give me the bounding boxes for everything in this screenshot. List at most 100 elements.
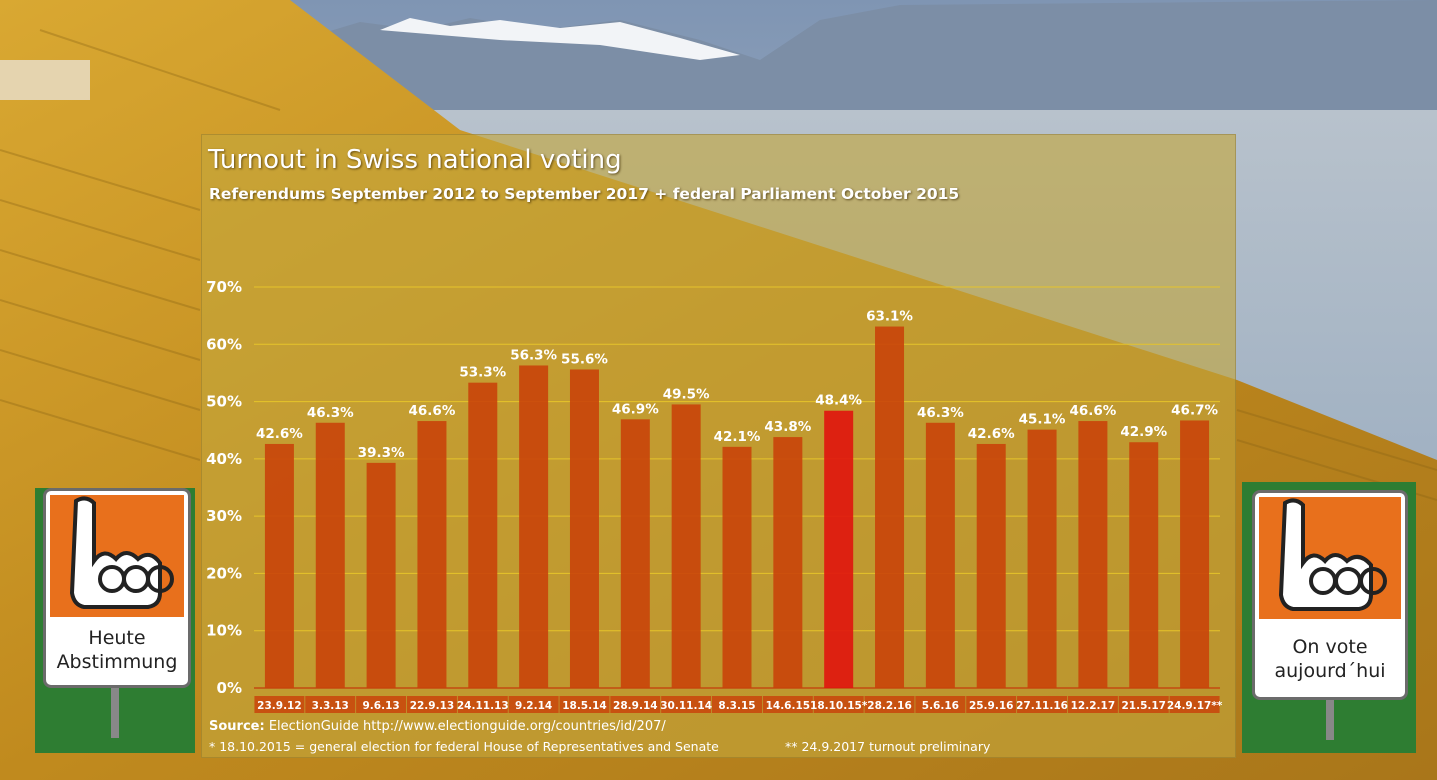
bar — [519, 365, 549, 688]
data-label: 53.3% — [459, 365, 506, 381]
x-tick-background — [1169, 696, 1220, 713]
y-tick-label: 30% — [206, 507, 242, 525]
source-label: Source: — [209, 719, 265, 734]
x-tick-label: 18.5.14 — [562, 700, 607, 712]
footnote-preliminary: ** 24.9.2017 turnout preliminary — [785, 739, 991, 754]
x-tick-label: 28.2.16 — [867, 700, 912, 712]
y-tick-label: 40% — [206, 450, 242, 468]
x-tick-label: 28.9.14 — [613, 700, 658, 712]
x-tick-background — [712, 696, 762, 713]
source-line: Source: ElectionGuide http://www.electio… — [209, 719, 666, 734]
footnote-election: * 18.10.2015 = general election for fede… — [209, 739, 719, 754]
sign-line-2: Abstimmung — [56, 651, 178, 673]
x-tick-background — [508, 696, 559, 713]
x-tick-label: 3.3.13 — [312, 700, 349, 712]
x-tick-background — [305, 696, 356, 713]
bar — [1129, 442, 1159, 688]
x-tick-background — [610, 696, 661, 713]
x-tick-label: 24.9.17** — [1167, 700, 1223, 712]
bar — [1027, 429, 1057, 688]
x-tick-label: 14.6.15 — [766, 700, 811, 712]
chart-subtitle: Referendums September 2012 to September … — [209, 185, 960, 203]
bar-chart: 0% 10% 20% 30% 40% 50% 60% 70% 42.6% 23.9.12 46.3%… — [206, 278, 1223, 713]
x-tick-label: 9.2.14 — [515, 700, 552, 712]
data-label: 46.7% — [1171, 402, 1218, 418]
bar — [976, 443, 1006, 688]
y-tick-label: 70% — [206, 278, 242, 296]
bar — [875, 326, 905, 688]
sign-post — [1326, 700, 1334, 740]
bar — [671, 404, 701, 688]
data-label: 46.6% — [1069, 403, 1116, 419]
bar — [773, 437, 803, 688]
data-label: 55.6% — [561, 351, 608, 367]
data-label: 42.6% — [256, 426, 303, 442]
data-label: 45.1% — [1019, 412, 1066, 428]
x-tick-label: 27.11.16 — [1016, 700, 1068, 712]
x-tick-label: 23.9.12 — [257, 700, 302, 712]
x-tick-background — [254, 696, 305, 713]
data-label: 63.1% — [866, 309, 913, 325]
data-label: 43.8% — [764, 419, 811, 435]
bar — [1078, 421, 1108, 688]
bar — [315, 422, 345, 688]
data-label: 39.3% — [358, 445, 405, 461]
chart-panel: 0% 10% 20% 30% 40% 50% 60% 70% 42.6% 23.9.12 46.3%… — [201, 134, 1236, 758]
bar — [569, 369, 599, 688]
x-tick-background — [1017, 696, 1068, 713]
x-tick-background — [1067, 696, 1118, 713]
x-tick-background — [661, 696, 712, 713]
bar — [366, 462, 396, 688]
x-tick-label: 21.5.17 — [1121, 700, 1166, 712]
x-tick-background — [813, 696, 864, 713]
bar — [468, 382, 498, 688]
x-tick-background — [966, 696, 1017, 713]
bar — [1180, 420, 1210, 688]
data-label: 48.4% — [815, 393, 862, 409]
x-tick-label: 5.6.16 — [922, 700, 959, 712]
data-label: 46.3% — [307, 405, 354, 421]
sign-line-1: Heute — [88, 627, 146, 649]
x-tick-background — [406, 696, 457, 713]
sign-post — [111, 688, 119, 738]
y-tick-label: 50% — [206, 393, 242, 411]
x-tick-background — [864, 696, 915, 713]
pointing-hand-icon — [50, 495, 184, 617]
data-label: 46.6% — [409, 403, 456, 419]
x-tick-label: 30.11.14 — [660, 700, 712, 712]
sign-board: On vote aujourd´hui — [1252, 490, 1408, 700]
sign-board: Heute Abstimmung — [43, 488, 191, 688]
pointing-hand-icon — [1259, 497, 1401, 619]
x-tick-background — [559, 696, 610, 713]
bar — [417, 421, 447, 688]
x-tick-label: 9.6.13 — [363, 700, 400, 712]
x-tick-background — [356, 696, 407, 713]
x-tick-background — [915, 696, 966, 713]
bar — [824, 410, 854, 688]
x-tick-label: 25.9.16 — [969, 700, 1014, 712]
y-tick-label: 10% — [206, 622, 242, 640]
voting-sign-right: On vote aujourd´hui — [1242, 482, 1416, 753]
data-label: 56.3% — [510, 347, 557, 363]
data-label: 46.9% — [612, 401, 659, 417]
bar — [264, 443, 294, 688]
data-label: 49.5% — [663, 386, 710, 402]
sign-line-1: On vote — [1292, 636, 1368, 658]
bar — [620, 419, 650, 688]
bar — [925, 422, 955, 688]
source-text: ElectionGuide http://www.electionguide.o… — [268, 719, 666, 734]
x-tick-background — [762, 696, 813, 713]
x-tick-label: 24.11.13 — [457, 700, 509, 712]
y-tick-label: 0% — [217, 679, 242, 697]
x-tick-label: 8.3.15 — [718, 700, 755, 712]
y-tick-label: 20% — [206, 564, 242, 582]
voting-sign-left: Heute Abstimmung — [35, 488, 195, 753]
bar — [722, 446, 752, 688]
data-label: 42.9% — [1120, 424, 1167, 440]
data-label: 42.1% — [714, 429, 761, 445]
x-tick-label: 12.2.17 — [1071, 700, 1116, 712]
x-tick-label: 22.9.13 — [410, 700, 455, 712]
sign-line-2: aujourd´hui — [1274, 660, 1386, 682]
x-tick-background — [1118, 696, 1169, 713]
x-tick-background — [457, 696, 508, 713]
